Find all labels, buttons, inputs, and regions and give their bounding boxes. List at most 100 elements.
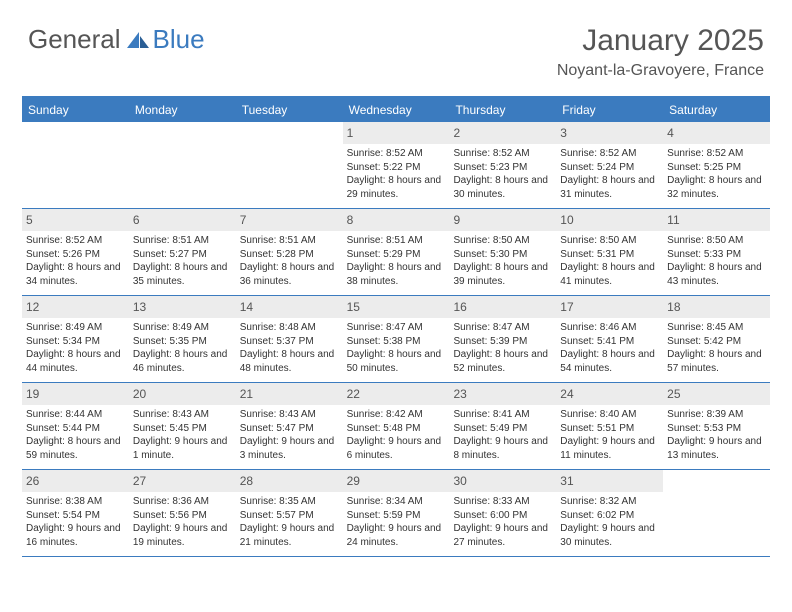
sunset-text: Sunset: 5:23 PM xyxy=(453,161,552,175)
month-title: January 2025 xyxy=(557,24,764,58)
day-number: 5 xyxy=(22,209,129,231)
sunrise-text: Sunrise: 8:51 AM xyxy=(347,234,446,248)
daylight-text: Daylight: 9 hours and 30 minutes. xyxy=(560,522,659,549)
day-cell: 20Sunrise: 8:43 AMSunset: 5:45 PMDayligh… xyxy=(129,383,236,469)
sunset-text: Sunset: 5:28 PM xyxy=(240,248,339,262)
day-cell xyxy=(22,122,129,208)
sunset-text: Sunset: 5:57 PM xyxy=(240,509,339,523)
sunrise-text: Sunrise: 8:43 AM xyxy=(240,408,339,422)
day-cell: 11Sunrise: 8:50 AMSunset: 5:33 PMDayligh… xyxy=(663,209,770,295)
sunset-text: Sunset: 6:02 PM xyxy=(560,509,659,523)
day-cell: 19Sunrise: 8:44 AMSunset: 5:44 PMDayligh… xyxy=(22,383,129,469)
sunrise-text: Sunrise: 8:52 AM xyxy=(560,147,659,161)
day-number: 3 xyxy=(556,122,663,144)
day-header: Saturday xyxy=(663,98,770,122)
day-number: 30 xyxy=(449,470,556,492)
day-number: 21 xyxy=(236,383,343,405)
logo-text-blue: Blue xyxy=(153,24,205,55)
daylight-text: Daylight: 8 hours and 57 minutes. xyxy=(667,348,766,375)
day-cell: 28Sunrise: 8:35 AMSunset: 5:57 PMDayligh… xyxy=(236,470,343,556)
sunset-text: Sunset: 5:34 PM xyxy=(26,335,125,349)
day-number: 8 xyxy=(343,209,450,231)
day-cell: 22Sunrise: 8:42 AMSunset: 5:48 PMDayligh… xyxy=(343,383,450,469)
day-cell xyxy=(663,470,770,556)
sunset-text: Sunset: 5:47 PM xyxy=(240,422,339,436)
day-cell: 13Sunrise: 8:49 AMSunset: 5:35 PMDayligh… xyxy=(129,296,236,382)
sunrise-text: Sunrise: 8:50 AM xyxy=(560,234,659,248)
day-cell: 24Sunrise: 8:40 AMSunset: 5:51 PMDayligh… xyxy=(556,383,663,469)
sunset-text: Sunset: 5:48 PM xyxy=(347,422,446,436)
sunrise-text: Sunrise: 8:47 AM xyxy=(347,321,446,335)
day-cell: 9Sunrise: 8:50 AMSunset: 5:30 PMDaylight… xyxy=(449,209,556,295)
day-number: 1 xyxy=(343,122,450,144)
day-number: 10 xyxy=(556,209,663,231)
daylight-text: Daylight: 8 hours and 38 minutes. xyxy=(347,261,446,288)
day-number: 25 xyxy=(663,383,770,405)
daylight-text: Daylight: 9 hours and 21 minutes. xyxy=(240,522,339,549)
sunrise-text: Sunrise: 8:32 AM xyxy=(560,495,659,509)
day-cell: 31 Sunrise: 8:32 AMSunset: 6:02 PMDayligh… xyxy=(556,470,663,556)
sunset-text: Sunset: 5:59 PM xyxy=(347,509,446,523)
day-header: Tuesday xyxy=(236,98,343,122)
daylight-text: Daylight: 8 hours and 36 minutes. xyxy=(240,261,339,288)
sunset-text: Sunset: 5:42 PM xyxy=(667,335,766,349)
sunrise-text: Sunrise: 8:52 AM xyxy=(26,234,125,248)
daylight-text: Daylight: 9 hours and 1 minute. xyxy=(133,435,232,462)
day-cell: 26Sunrise: 8:38 AMSunset: 5:54 PMDayligh… xyxy=(22,470,129,556)
daylight-text: Daylight: 8 hours and 35 minutes. xyxy=(133,261,232,288)
day-header: Friday xyxy=(556,98,663,122)
daylight-text: Daylight: 8 hours and 41 minutes. xyxy=(560,261,659,288)
day-number: 17 xyxy=(556,296,663,318)
day-cell: 29Sunrise: 8:34 AMSunset: 5:59 PMDayligh… xyxy=(343,470,450,556)
day-cell xyxy=(129,122,236,208)
day-cell: 27Sunrise: 8:36 AMSunset: 5:56 PMDayligh… xyxy=(129,470,236,556)
day-number: 31 xyxy=(556,470,663,492)
daylight-text: Daylight: 8 hours and 44 minutes. xyxy=(26,348,125,375)
daylight-text: Daylight: 8 hours and 52 minutes. xyxy=(453,348,552,375)
day-cell: 5 Sunrise: 8:52 AMSunset: 5:26 PMDaylight… xyxy=(22,209,129,295)
day-number: 4 xyxy=(663,122,770,144)
day-cell: 1Sunrise: 8:52 AMSunset: 5:22 PMDaylight… xyxy=(343,122,450,208)
daylight-text: Daylight: 9 hours and 24 minutes. xyxy=(347,522,446,549)
day-number: 18 xyxy=(663,296,770,318)
daylight-text: Daylight: 8 hours and 34 minutes. xyxy=(26,261,125,288)
sunset-text: Sunset: 5:39 PM xyxy=(453,335,552,349)
day-cell: 23Sunrise: 8:41 AMSunset: 5:49 PMDayligh… xyxy=(449,383,556,469)
day-number: 11 xyxy=(663,209,770,231)
day-number: 26 xyxy=(22,470,129,492)
sunset-text: Sunset: 5:45 PM xyxy=(133,422,232,436)
sunrise-text: Sunrise: 8:43 AM xyxy=(133,408,232,422)
sunset-text: Sunset: 5:26 PM xyxy=(26,248,125,262)
day-header: Monday xyxy=(129,98,236,122)
day-cell: 25Sunrise: 8:39 AMSunset: 5:53 PMDayligh… xyxy=(663,383,770,469)
sunrise-text: Sunrise: 8:50 AM xyxy=(453,234,552,248)
day-cell: 16Sunrise: 8:47 AMSunset: 5:39 PMDayligh… xyxy=(449,296,556,382)
daylight-text: Daylight: 8 hours and 50 minutes. xyxy=(347,348,446,375)
sunset-text: Sunset: 5:30 PM xyxy=(453,248,552,262)
day-number: 29 xyxy=(343,470,450,492)
daylight-text: Daylight: 8 hours and 48 minutes. xyxy=(240,348,339,375)
daylight-text: Daylight: 8 hours and 43 minutes. xyxy=(667,261,766,288)
day-number: 6 xyxy=(129,209,236,231)
daylight-text: Daylight: 8 hours and 39 minutes. xyxy=(453,261,552,288)
sunrise-text: Sunrise: 8:35 AM xyxy=(240,495,339,509)
sunrise-text: Sunrise: 8:47 AM xyxy=(453,321,552,335)
sunrise-text: Sunrise: 8:41 AM xyxy=(453,408,552,422)
sunset-text: Sunset: 5:31 PM xyxy=(560,248,659,262)
sunrise-text: Sunrise: 8:36 AM xyxy=(133,495,232,509)
day-number: 19 xyxy=(22,383,129,405)
sunset-text: Sunset: 5:44 PM xyxy=(26,422,125,436)
sunrise-text: Sunrise: 8:38 AM xyxy=(26,495,125,509)
sunset-text: Sunset: 6:00 PM xyxy=(453,509,552,523)
logo: General Blue xyxy=(28,24,205,55)
daylight-text: Daylight: 8 hours and 31 minutes. xyxy=(560,174,659,201)
day-number: 24 xyxy=(556,383,663,405)
sunrise-text: Sunrise: 8:52 AM xyxy=(667,147,766,161)
day-cell xyxy=(236,122,343,208)
sunset-text: Sunset: 5:38 PM xyxy=(347,335,446,349)
sunset-text: Sunset: 5:35 PM xyxy=(133,335,232,349)
daylight-text: Daylight: 9 hours and 6 minutes. xyxy=(347,435,446,462)
day-cell: 17Sunrise: 8:46 AMSunset: 5:41 PMDayligh… xyxy=(556,296,663,382)
day-cell: 2Sunrise: 8:52 AMSunset: 5:23 PMDaylight… xyxy=(449,122,556,208)
day-number: 14 xyxy=(236,296,343,318)
